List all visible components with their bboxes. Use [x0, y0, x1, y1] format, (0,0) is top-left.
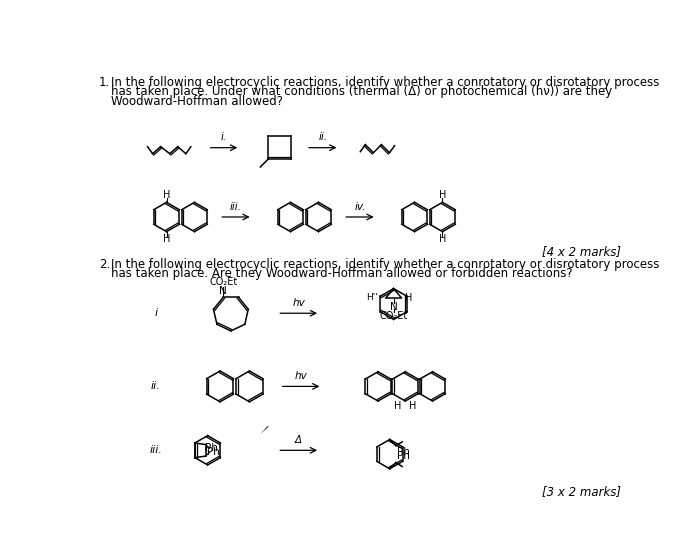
Text: H: H [163, 233, 170, 243]
Text: ii.: ii. [150, 382, 160, 392]
Text: has taken place. Under what conditions (thermal (Δ) or photochemical (hν)) are t: has taken place. Under what conditions (… [111, 85, 612, 99]
Text: H: H [439, 233, 446, 243]
Text: iv.: iv. [354, 202, 365, 212]
Text: N: N [390, 302, 398, 312]
Text: Woodward-Hoffman allowed?: Woodward-Hoffman allowed? [111, 95, 283, 108]
Text: hv: hv [293, 298, 305, 308]
Text: In the following electrocyclic reactions, identify whether a conrotatory or disr: In the following electrocyclic reactions… [111, 258, 659, 271]
Text: H: H [405, 293, 412, 303]
Text: iii.: iii. [230, 202, 242, 212]
Text: H: H [409, 402, 416, 412]
Text: H: H [439, 190, 446, 201]
Text: [3 x 2 marks]: [3 x 2 marks] [542, 485, 621, 498]
Text: Ph: Ph [206, 443, 218, 453]
Text: In the following electrocyclic reactions, identify whether a conrotatory or disr: In the following electrocyclic reactions… [111, 76, 659, 89]
Text: has taken place. Are they Woodward-Hoffman allowed or forbidden reactions?: has taken place. Are they Woodward-Hoffm… [111, 267, 573, 280]
Text: i: i [154, 308, 158, 318]
Text: H: H [163, 190, 170, 201]
Text: H: H [394, 402, 401, 412]
Text: H'': H'' [366, 294, 378, 302]
Text: Δ: Δ [295, 435, 302, 445]
Text: CO₂Et: CO₂Et [379, 311, 407, 321]
Text: 1.: 1. [99, 76, 111, 89]
Text: CO₂Et: CO₂Et [209, 277, 237, 287]
Text: [4 x 2 marks]: [4 x 2 marks] [542, 246, 621, 258]
Text: Ph: Ph [398, 452, 410, 461]
Text: Ph: Ph [398, 447, 410, 457]
Text: 'Ph: 'Ph [204, 447, 220, 457]
Text: 2.: 2. [99, 258, 111, 271]
Text: ii.: ii. [318, 133, 327, 142]
Text: iii.: iii. [149, 445, 162, 455]
Text: N: N [219, 286, 227, 296]
Text: hv: hv [295, 371, 307, 381]
Text: i.: i. [220, 133, 227, 142]
Polygon shape [260, 427, 269, 434]
